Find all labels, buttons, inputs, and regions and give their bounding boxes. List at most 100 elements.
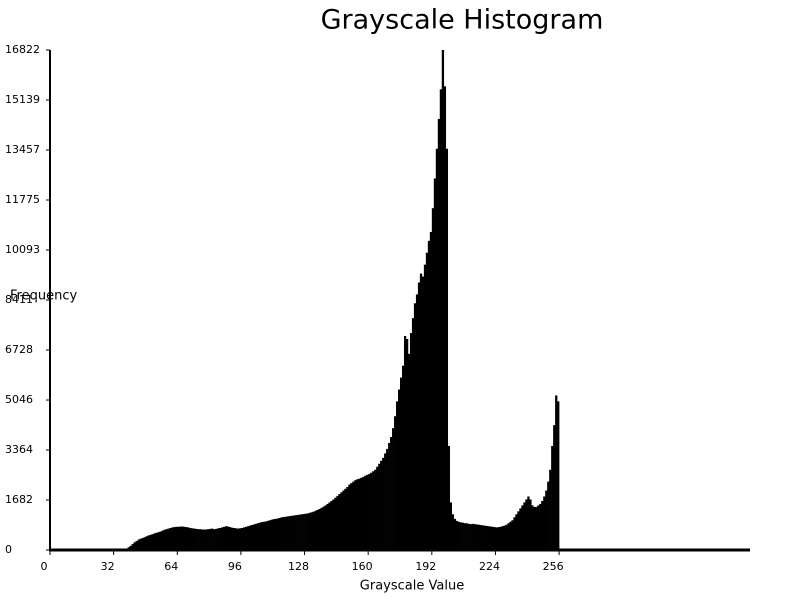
bar (394, 416, 397, 550)
bar (451, 514, 454, 550)
bar (292, 515, 295, 550)
bar (266, 520, 270, 550)
bar (300, 514, 303, 550)
bar (376, 466, 379, 550)
bar (407, 353, 411, 550)
bar (403, 335, 407, 550)
bar (433, 178, 437, 551)
bar (316, 509, 319, 550)
bar (252, 524, 256, 550)
bar (493, 527, 496, 550)
x-tick-label: 256 (543, 560, 564, 573)
bar (489, 526, 492, 550)
bar (240, 528, 244, 550)
bar (555, 395, 558, 550)
bar (195, 528, 198, 550)
bar (165, 529, 168, 550)
bar (250, 525, 254, 550)
bar (155, 532, 158, 550)
bar (423, 264, 427, 550)
bar (401, 365, 405, 550)
bar (314, 510, 317, 550)
bar (529, 499, 532, 550)
bar (354, 480, 357, 550)
chart-title: Grayscale Histogram (321, 5, 604, 36)
bar (356, 479, 359, 550)
bar (364, 475, 367, 550)
bar (302, 514, 305, 550)
bar (173, 527, 176, 550)
bar (258, 522, 262, 550)
bar (284, 516, 287, 550)
bar (213, 529, 216, 550)
bar (382, 457, 385, 550)
bar (177, 526, 180, 550)
bar (242, 527, 246, 550)
bar (350, 483, 353, 550)
bar (380, 460, 383, 550)
bar (133, 542, 136, 550)
bar (467, 523, 470, 550)
bar (310, 512, 313, 550)
bar (161, 530, 164, 550)
bar (175, 526, 178, 550)
bar (352, 481, 355, 550)
bar (523, 502, 526, 550)
bar (290, 515, 293, 550)
bar (374, 469, 377, 550)
bar (437, 119, 441, 551)
bar (553, 425, 556, 550)
bar (193, 528, 196, 550)
bar (348, 484, 351, 550)
bar (471, 523, 474, 550)
bar (429, 231, 433, 550)
bar (485, 525, 488, 550)
bar (533, 506, 536, 550)
bar (264, 521, 268, 550)
bar (469, 524, 472, 550)
bar (282, 517, 285, 550)
bar (495, 527, 498, 550)
bar (223, 526, 226, 550)
bar (262, 521, 266, 550)
bar (366, 474, 369, 550)
bar (360, 477, 363, 550)
bar (342, 490, 345, 550)
bar (501, 526, 504, 550)
bar (384, 453, 387, 550)
bar (228, 527, 232, 550)
bar (219, 528, 222, 550)
y-tick-label: 1682 (5, 493, 33, 506)
bar (405, 338, 409, 550)
bar (145, 536, 148, 550)
x-tick-label: 160 (352, 560, 373, 573)
bar (157, 532, 160, 550)
bar (330, 500, 333, 550)
bar (234, 528, 238, 550)
bar (362, 476, 365, 550)
bar (346, 486, 349, 550)
bar (232, 528, 236, 550)
bar (415, 294, 419, 550)
bar (238, 528, 242, 550)
bar (254, 523, 258, 550)
bar (368, 473, 371, 550)
bar (475, 524, 478, 550)
bar (511, 520, 514, 550)
bar (557, 401, 560, 550)
bar (481, 525, 484, 550)
bar (513, 517, 516, 550)
bar (215, 528, 218, 550)
bar (276, 518, 279, 550)
bar (226, 526, 230, 550)
bar (336, 495, 339, 550)
x-tick-label: 96 (228, 560, 242, 573)
bar (491, 526, 494, 550)
bar (280, 517, 283, 550)
bar (370, 472, 373, 550)
bar (447, 445, 451, 550)
y-tick-label: 0 (5, 543, 12, 556)
bar (296, 514, 299, 550)
bar (185, 527, 188, 550)
